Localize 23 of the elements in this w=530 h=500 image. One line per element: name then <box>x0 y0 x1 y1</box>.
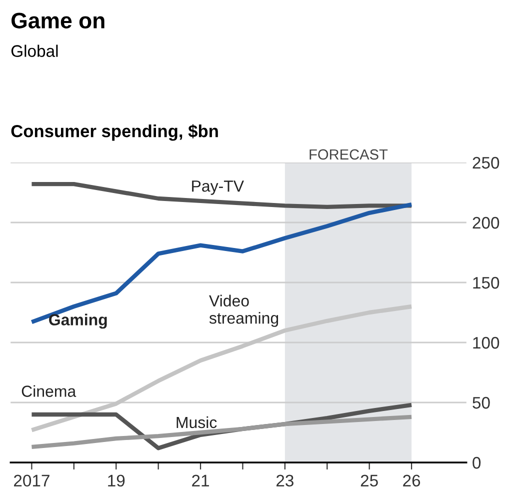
x-tick-label: 23 <box>276 474 294 487</box>
y-tick-label: 100 <box>473 336 500 349</box>
x-tick-label: 25 <box>360 474 378 487</box>
x-tick-label: 26 <box>403 474 420 487</box>
x-tick-label: 21 <box>192 474 209 486</box>
series-label: Pay-TV <box>192 180 244 195</box>
y-tick-label: 200 <box>472 216 500 229</box>
y-tick-label: 250 <box>472 156 500 169</box>
band-label: FORECAST <box>310 149 388 160</box>
series-label: Cinema <box>22 385 76 397</box>
series-label: Video streaming <box>209 294 278 327</box>
series-label: Music <box>176 416 217 428</box>
y-tick-label: 50 <box>472 396 490 409</box>
chart-title: Game on <box>12 12 104 28</box>
y-axis-title: Consumer spending, $bn <box>11 124 218 141</box>
y-tick-label: 150 <box>473 276 500 289</box>
series-label: Gaming <box>49 314 107 329</box>
line-series <box>30 414 414 449</box>
chart-subtitle: Global <box>11 44 58 57</box>
y-tick-label: 0 <box>472 456 481 469</box>
x-tick-label: 19 <box>108 474 125 487</box>
line-series <box>30 182 414 209</box>
x-tick-label: 2017 <box>14 474 50 487</box>
